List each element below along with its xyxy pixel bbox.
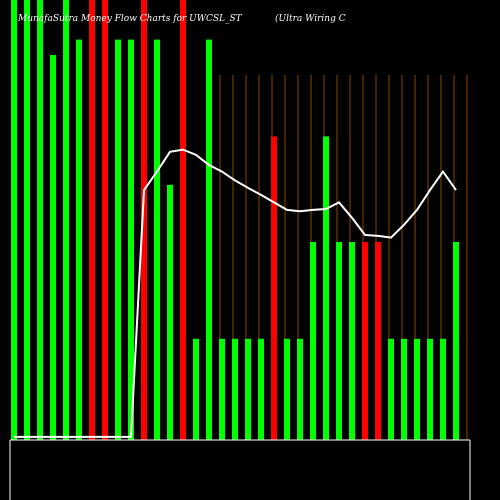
bar — [89, 0, 95, 440]
bar — [336, 242, 342, 440]
bar — [297, 338, 303, 440]
bar — [284, 338, 290, 440]
bar — [401, 338, 407, 440]
bar — [453, 242, 459, 440]
bar — [128, 39, 134, 440]
bar — [232, 338, 238, 440]
bar — [414, 338, 420, 440]
bar — [375, 242, 381, 440]
bar — [63, 0, 69, 440]
bar — [180, 0, 186, 440]
bar — [141, 0, 147, 440]
bar — [115, 39, 121, 440]
bar — [310, 242, 316, 440]
chart-subtitle: (Ultra Wiring C — [275, 13, 346, 24]
bar — [37, 0, 43, 440]
bar — [167, 184, 173, 440]
bar — [102, 0, 108, 440]
bar — [427, 338, 433, 440]
bar — [206, 39, 212, 440]
bar — [323, 136, 329, 440]
chart-title: MunafaSutra Money Flow Charts for UWCSL_… — [17, 14, 243, 24]
bar — [24, 0, 30, 440]
bar — [440, 338, 446, 440]
bar — [76, 39, 82, 440]
bar — [154, 39, 160, 440]
bar — [258, 338, 264, 440]
bar — [349, 242, 355, 440]
bar — [50, 55, 56, 440]
flow-line — [14, 148, 457, 438]
bar — [193, 338, 199, 440]
bar — [245, 338, 251, 440]
bar — [219, 338, 225, 440]
bar — [388, 338, 394, 440]
bars — [11, 0, 459, 440]
bar — [271, 136, 277, 440]
bar — [362, 242, 368, 440]
bar — [11, 0, 17, 440]
